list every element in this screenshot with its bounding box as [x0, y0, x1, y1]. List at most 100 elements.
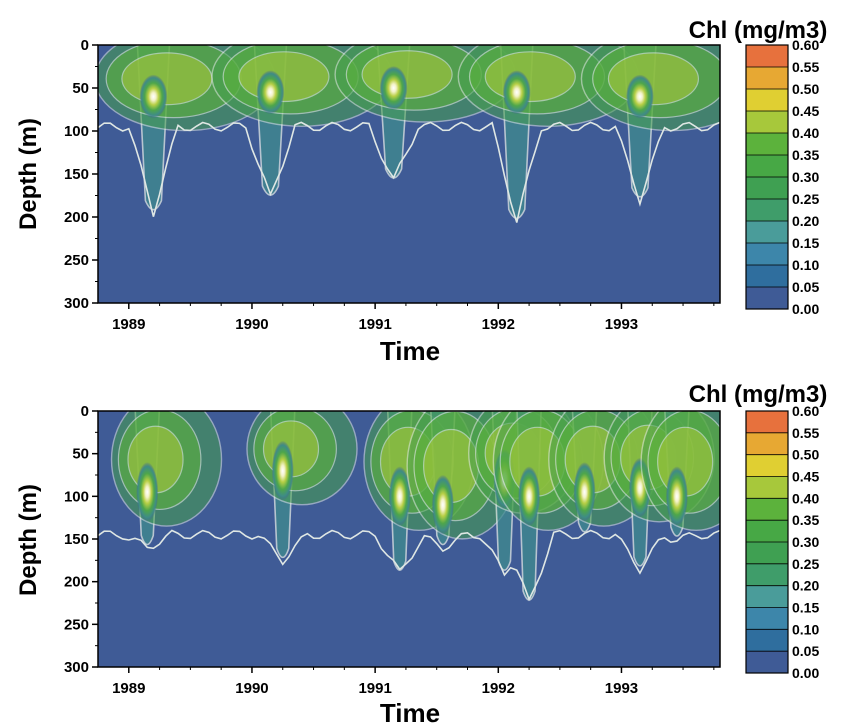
- colorbar-swatch: [746, 563, 788, 586]
- colorbar-swatch: [746, 221, 788, 243]
- colorbar-label: 0.05: [792, 643, 819, 659]
- x-tick-label: 1993: [605, 680, 638, 697]
- colorbar-swatch: [746, 45, 788, 67]
- y-tick-label: 300: [64, 295, 89, 312]
- y-tick-label: 100: [64, 488, 89, 505]
- y-axis-title: Depth (m): [15, 118, 42, 230]
- colorbar-swatch: [746, 454, 788, 477]
- colorbar: 0.60 0.55 0.50 0.45 0.40 0.35 0.30 0.25 0.20 0.15…: [745, 403, 819, 681]
- bloom: [640, 411, 720, 537]
- bloom-peak: [518, 466, 541, 527]
- colorbar: 0.60 0.55 0.50 0.45 0.40 0.35 0.30 0.25 0.20 0.15…: [745, 37, 819, 317]
- bloom: [110, 411, 223, 546]
- x-tick-label: 1989: [112, 680, 145, 697]
- colorbar-label: 0.10: [792, 257, 819, 273]
- x-tick-label: 1990: [235, 316, 268, 333]
- colorbar-swatch: [746, 177, 788, 199]
- colorbar-label: 0.60: [792, 37, 819, 53]
- colorbar-swatch: [746, 432, 788, 455]
- colorbar-swatch: [746, 476, 788, 499]
- colorbar-label: 0.30: [792, 534, 819, 550]
- bloom-peak: [271, 440, 294, 501]
- colorbar-swatch: [746, 607, 788, 630]
- y-tick-label: 200: [64, 209, 89, 226]
- contour-line: [98, 529, 720, 602]
- y-tick-label: 0: [81, 37, 89, 54]
- x-tick-label: 1992: [482, 316, 515, 333]
- colorbar-label: 0.40: [792, 125, 819, 141]
- bloom-peak: [502, 70, 531, 115]
- y-tick-label: 0: [81, 403, 89, 420]
- colorbar-swatch: [746, 265, 788, 287]
- colorbar-swatch: [746, 111, 788, 133]
- y-tick-label: 200: [64, 574, 89, 591]
- contour-lines: [98, 121, 720, 223]
- bloom-peak: [665, 466, 688, 527]
- contour-lines: [98, 529, 720, 602]
- bloom-layer: [98, 45, 720, 223]
- colorbar-label: 0.25: [792, 556, 819, 572]
- colorbar-label: 0.15: [792, 235, 819, 251]
- bloom-peak: [139, 74, 168, 119]
- colorbar-swatch: [746, 89, 788, 111]
- y-tick-label: 150: [64, 531, 89, 548]
- colorbar-label: 0.55: [792, 425, 819, 441]
- y-tick-label: 250: [64, 616, 89, 633]
- bloom-peak: [431, 474, 454, 535]
- x-axis-title: Time: [380, 336, 440, 366]
- colorbar-swatch: [746, 287, 788, 309]
- colorbar-label: 0.40: [792, 490, 819, 506]
- x-tick-label: 1991: [358, 680, 391, 697]
- x-tick-label: 1993: [605, 316, 638, 333]
- colorbar-title: Chl (mg/m3): [689, 17, 828, 44]
- colorbar-label: 0.10: [792, 621, 819, 637]
- y-axis: 0 50 100 150 200 250 300: [64, 403, 98, 676]
- colorbar-swatch: [746, 585, 788, 608]
- colorbar-label: 0.00: [792, 301, 819, 317]
- colorbar-title: Chl (mg/m3): [689, 381, 828, 408]
- x-tick-label: 1991: [358, 316, 391, 333]
- colorbar-swatch: [746, 67, 788, 89]
- colorbar-swatch: [746, 629, 788, 652]
- bloom-peak: [136, 462, 159, 523]
- x-tick-label: 1989: [112, 316, 145, 333]
- colorbar-swatch: [746, 520, 788, 542]
- colorbar-swatch: [746, 243, 788, 265]
- x-axis: 1989 1990 1991 1992 1993: [112, 667, 715, 697]
- colorbar-label: 0.50: [792, 81, 819, 97]
- colorbar-label: 0.35: [792, 512, 819, 528]
- colorbar-swatch: [746, 542, 788, 564]
- y-tick-label: 250: [64, 252, 89, 269]
- y-tick-label: 150: [64, 166, 89, 183]
- colorbar-swatch: [746, 651, 788, 673]
- y-axis: 0 50 100 150 200 250 300: [64, 37, 98, 312]
- bloom-peak: [573, 462, 596, 523]
- y-tick-label: 50: [72, 446, 89, 463]
- colorbar-label: 0.60: [792, 403, 819, 419]
- colorbar-swatch: [746, 199, 788, 221]
- colorbar-label: 0.25: [792, 191, 819, 207]
- colorbar-label: 0.20: [792, 578, 819, 594]
- contour-line: [98, 121, 720, 223]
- y-axis-title: Depth (m): [15, 484, 42, 596]
- colorbar-swatch: [746, 498, 788, 521]
- bloom: [246, 411, 358, 559]
- bloom-peak: [625, 74, 654, 119]
- colorbar-swatch: [746, 155, 788, 177]
- x-tick-label: 1990: [235, 680, 268, 697]
- colorbar-label: 0.30: [792, 169, 819, 185]
- colorbar-label: 0.55: [792, 59, 819, 75]
- y-tick-label: 50: [72, 80, 89, 97]
- colorbar-swatch: [746, 133, 788, 155]
- bloom-peak: [388, 466, 411, 527]
- y-tick-label: 300: [64, 659, 89, 676]
- bloom-peak: [379, 66, 408, 110]
- y-tick-label: 100: [64, 123, 89, 140]
- x-tick-label: 1992: [482, 680, 515, 697]
- colorbar-label: 0.50: [792, 447, 819, 463]
- colorbar-label: 0.00: [792, 665, 819, 681]
- bloom: [457, 45, 639, 220]
